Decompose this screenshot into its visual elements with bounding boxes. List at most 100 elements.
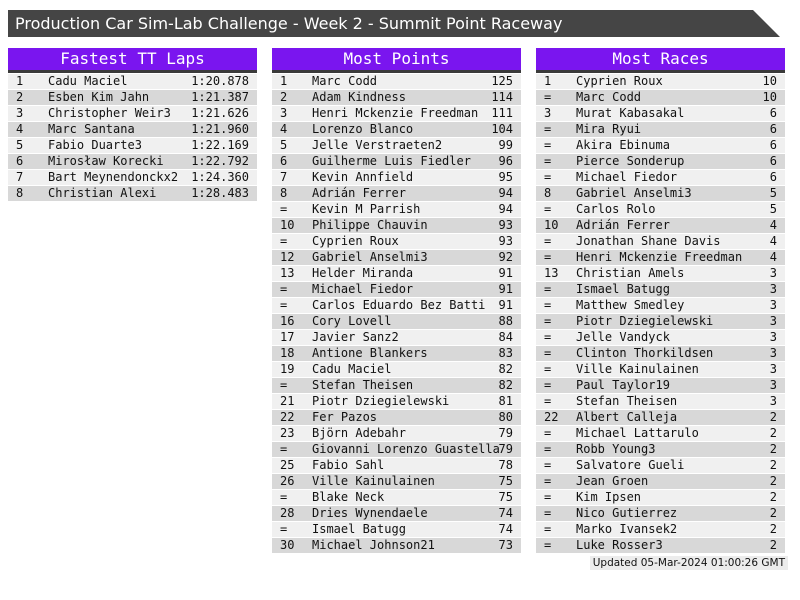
table-row: = Stefan Theisen 3	[536, 394, 785, 409]
table-row: 2 Adam Kindness 114	[272, 90, 521, 105]
table-row: 23 Björn Adebahr 79	[272, 426, 521, 441]
rank-cell: =	[544, 458, 552, 472]
name-cell: Kevin M Parrish	[312, 202, 421, 216]
table-row: 28 Dries Wynendaele 74	[272, 506, 521, 521]
table-row: = Carlos Rolo 5	[536, 202, 785, 217]
rank-cell: 3	[544, 106, 552, 120]
name-cell: Lorenzo Blanco	[312, 122, 414, 136]
table-row: 1 Cyprien Roux 10	[536, 74, 785, 89]
name-cell: Christian Amels	[576, 266, 685, 280]
value-cell: 104	[491, 122, 513, 136]
rank-cell: =	[544, 362, 552, 376]
name-cell: Jonathan Shane Davis	[576, 234, 721, 248]
value-cell: 74	[498, 522, 513, 536]
value-cell: 114	[491, 90, 513, 104]
table-row: 8 Adrián Ferrer 94	[272, 186, 521, 201]
name-cell: Cory Lovell	[312, 314, 392, 328]
name-cell: Giovanni Lorenzo Guastella	[312, 442, 499, 456]
table-row: 13 Christian Amels 3	[536, 266, 785, 281]
rank-cell: 1	[16, 74, 24, 88]
value-cell: 1:21.626	[191, 106, 249, 120]
rank-cell: 26	[280, 474, 295, 488]
name-cell: Cadu Maciel	[312, 362, 392, 376]
value-cell: 5	[769, 186, 777, 200]
table-row: = Stefan Theisen 82	[272, 378, 521, 393]
table-row: 21 Piotr Dziegielewski 81	[272, 394, 521, 409]
value-cell: 2	[769, 490, 777, 504]
table-row: 10 Adrián Ferrer 4	[536, 218, 785, 233]
name-cell: Jean Groen	[576, 474, 649, 488]
table-body: 1 Cadu Maciel 1:20.878 2 Esben Kim Jahn 1:21.…	[8, 74, 257, 201]
rank-cell: =	[544, 522, 552, 536]
name-cell: Javier Sanz2	[312, 330, 399, 344]
table-body: 1 Cyprien Roux 10 = Marc Codd 10 3 Murat Kabasa…	[536, 74, 785, 553]
table-row: 10 Philippe Chauvin 93	[272, 218, 521, 233]
name-cell: Antione Blankers	[312, 346, 428, 360]
value-cell: 3	[769, 314, 777, 328]
name-cell: Adrián Ferrer	[576, 218, 670, 232]
name-cell: Gabriel Anselmi3	[576, 186, 692, 200]
value-cell: 93	[498, 218, 513, 232]
name-cell: Michael Fiedor	[576, 170, 678, 184]
rank-cell: =	[544, 442, 552, 456]
table-row: = Michael Fiedor 6	[536, 170, 785, 185]
table-row: 3 Henri Mckenzie Freedman 111	[272, 106, 521, 121]
rank-cell: 10	[280, 218, 295, 232]
value-cell: 3	[769, 378, 777, 392]
value-cell: 6	[769, 170, 777, 184]
name-cell: Cyprien Roux	[312, 234, 399, 248]
name-cell: Robb Young3	[576, 442, 656, 456]
table-row: 8 Gabriel Anselmi3 5	[536, 186, 785, 201]
value-cell: 91	[498, 266, 513, 280]
table-row: 1 Cadu Maciel 1:20.878	[8, 74, 257, 89]
table-row: = Clinton Thorkildsen 3	[536, 346, 785, 361]
table-row: = Matthew Smedley 3	[536, 298, 785, 313]
rank-cell: =	[544, 426, 552, 440]
table-row: = Kevin M Parrish 94	[272, 202, 521, 217]
value-cell: 3	[769, 282, 777, 296]
updated-timestamp: Updated 05-Mar-2024 01:00:26 GMT	[589, 556, 788, 570]
table-row: = Giovanni Lorenzo Guastella 79	[272, 442, 521, 457]
table-row: = Marko Ivansek2 2	[536, 522, 785, 537]
table-row: = Mira Ryui 6	[536, 122, 785, 137]
name-cell: Ismael Batugg	[312, 522, 406, 536]
name-cell: Piotr Dziegielewski	[312, 394, 450, 408]
table-row: 8 Christian Alexi 1:28.483	[8, 186, 257, 201]
table-row: 12 Gabriel Anselmi3 92	[272, 250, 521, 265]
table-row: = Jonathan Shane Davis 4	[536, 234, 785, 249]
name-cell: Adrián Ferrer	[312, 186, 406, 200]
value-cell: 74	[498, 506, 513, 520]
rank-cell: =	[280, 282, 288, 296]
value-cell: 3	[769, 298, 777, 312]
name-cell: Jelle Vandyck	[576, 330, 670, 344]
name-cell: Cadu Maciel	[48, 74, 128, 88]
name-cell: Marc Codd	[312, 74, 378, 88]
rank-cell: 22	[280, 410, 295, 424]
value-cell: 78	[498, 458, 513, 472]
rank-cell: =	[544, 202, 552, 216]
rank-cell: =	[544, 474, 552, 488]
name-cell: Michael Lattarulo	[576, 426, 699, 440]
table-row: = Ismael Batugg 3	[536, 282, 785, 297]
name-cell: Adam Kindness	[312, 90, 406, 104]
rank-cell: 25	[280, 458, 295, 472]
name-cell: Gabriel Anselmi3	[312, 250, 428, 264]
name-cell: Stefan Theisen	[576, 394, 678, 408]
rank-cell: =	[544, 234, 552, 248]
rank-cell: 13	[544, 266, 559, 280]
value-cell: 3	[769, 346, 777, 360]
rank-cell: 2	[16, 90, 24, 104]
value-cell: 75	[498, 490, 513, 504]
rank-cell: =	[544, 122, 552, 136]
table-row: 4 Lorenzo Blanco 104	[272, 122, 521, 137]
value-cell: 94	[498, 202, 513, 216]
value-cell: 2	[769, 538, 777, 552]
table-row: = Blake Neck 75	[272, 490, 521, 505]
value-cell: 93	[498, 234, 513, 248]
value-cell: 73	[498, 538, 513, 552]
value-cell: 4	[769, 218, 777, 232]
rank-cell: =	[280, 298, 288, 312]
value-cell: 10	[762, 90, 777, 104]
rank-cell: 22	[544, 410, 559, 424]
rank-cell: 5	[16, 138, 24, 152]
